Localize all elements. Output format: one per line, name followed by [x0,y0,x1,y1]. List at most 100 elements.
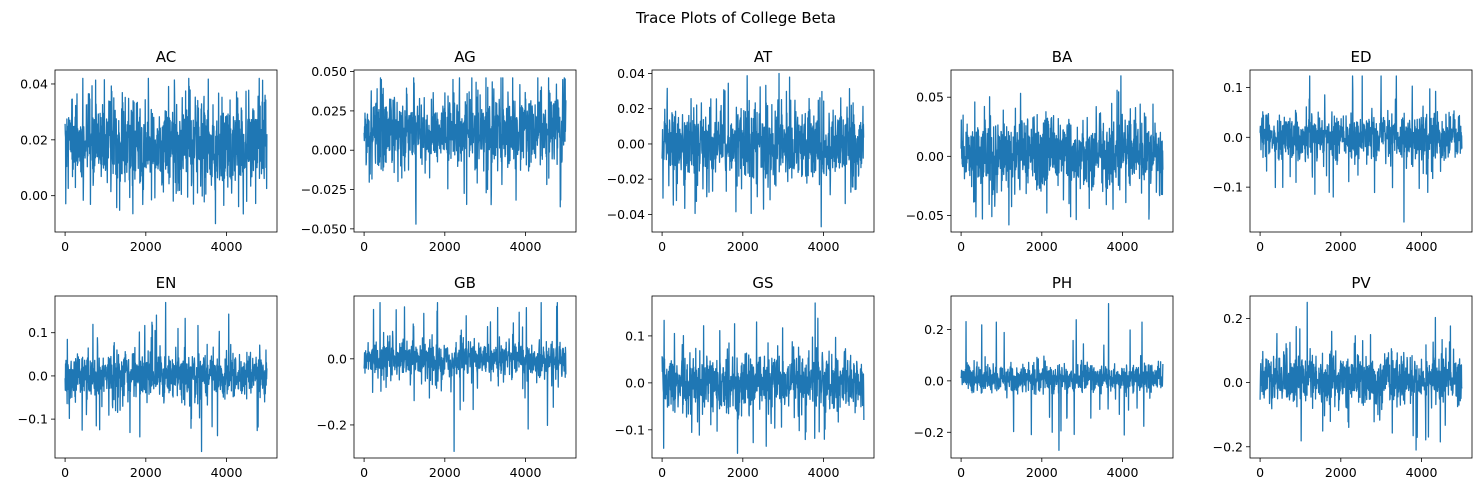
y-tick-label: −0.050 [301,221,347,236]
y-tick-label: −0.2 [1213,439,1243,454]
y-tick-label: 0.1 [1223,80,1243,95]
y-tick-label: 0.1 [625,328,645,343]
x-tick-label: 2000 [1325,465,1357,480]
y-tick-label: −0.02 [607,172,645,187]
x-tick-label: 0 [61,465,69,480]
x-tick-label: 2000 [1026,465,1058,480]
axes-frame [1249,295,1473,459]
trace-line [1259,75,1463,223]
y-tick-label: −0.2 [914,425,944,440]
subplot-title: GB [454,274,476,292]
subplot-title: ED [1350,48,1371,66]
y-tick-label: −0.05 [906,208,944,223]
subplot-en: EN 0 2000 4000 −0.1 0.0 0.1 [18,274,278,480]
x-tick-label: 0 [360,465,368,480]
trace-line [960,75,1164,226]
x-tick-label: 2000 [1325,239,1357,254]
x-tick-label: 4000 [211,465,243,480]
subplot-title: PH [1052,274,1072,292]
y-tick-label: 0.0 [327,351,347,366]
subplot-gs: GS 0 2000 4000 −0.1 0.0 0.1 [615,274,875,480]
subplot-title: EN [156,274,177,292]
figure-title: Trace Plots of College Beta [635,9,836,27]
x-tick-label: 0 [658,465,666,480]
y-tick-label: 0.0 [1223,375,1243,390]
y-tick-label: 0.02 [20,132,48,147]
y-tick-label: 0.0 [924,373,944,388]
y-tick-label: 0.00 [20,188,48,203]
axes-frame [54,69,278,233]
x-tick-label: 0 [1256,239,1264,254]
x-tick-label: 2000 [429,465,461,480]
y-tick-label: 0.2 [924,322,944,337]
x-tick-label: 0 [658,239,666,254]
x-tick-label: 4000 [808,239,840,254]
x-tick-label: 2000 [1026,239,1058,254]
x-tick-label: 0 [957,239,965,254]
trace-line [661,302,865,454]
x-tick-label: 4000 [510,465,542,480]
y-tick-label: 0.000 [311,143,347,158]
axes-frame [353,69,577,233]
axes-frame [54,295,278,459]
trace-line [64,301,268,453]
subplot-title: PV [1351,274,1371,292]
y-tick-label: −0.04 [607,207,645,222]
axes-frame [1249,69,1473,233]
x-tick-label: 2000 [727,239,759,254]
subplot-ph: PH 0 2000 4000 −0.2 0.0 0.2 [914,274,1174,480]
y-tick-label: 0.00 [916,149,944,164]
x-tick-label: 4000 [1406,239,1438,254]
y-tick-label: 0.025 [311,103,347,118]
subplot-title: GS [752,274,773,292]
x-tick-label: 0 [360,239,368,254]
y-tick-label: 0.00 [617,136,645,151]
x-tick-label: 4000 [1107,465,1139,480]
subplot-title: AG [454,48,476,66]
x-tick-label: 4000 [808,465,840,480]
x-tick-label: 0 [1256,465,1264,480]
x-tick-label: 0 [957,465,965,480]
trace-line [661,72,865,228]
axes-frame [353,295,577,459]
x-tick-label: 4000 [1107,239,1139,254]
x-tick-label: 0 [61,239,69,254]
subplot-title: AC [156,48,176,66]
y-tick-label: −0.2 [317,417,347,432]
subplot-ag: AG 0 2000 4000 −0.050 −0.025 0.000 0.025 0.050 [301,48,577,254]
subplot-title: BA [1052,48,1073,66]
trace-line [64,77,268,225]
y-tick-label: 0.2 [1223,311,1243,326]
trace-line [1259,301,1463,451]
axes-frame [651,69,875,233]
y-tick-label: 0.0 [1223,130,1243,145]
y-tick-label: 0.1 [28,325,48,340]
subplot-ba: BA 0 2000 4000 −0.05 0.00 0.05 [906,48,1174,254]
subplot-at: AT 0 2000 4000 −0.04 −0.02 0.00 0.02 0.04 [607,48,875,254]
trace-line [363,301,567,453]
y-tick-label: 0.05 [916,90,944,105]
trace-line [960,303,1164,451]
x-tick-label: 4000 [211,239,243,254]
x-tick-label: 2000 [130,239,162,254]
subplot-pv: PV 0 2000 4000 −0.2 0.0 0.2 [1213,274,1473,480]
x-tick-label: 4000 [1406,465,1438,480]
y-tick-label: 0.0 [625,375,645,390]
y-tick-label: 0.0 [28,368,48,383]
subplot-title: AT [754,48,773,66]
axes-frame [950,69,1174,233]
x-tick-label: 4000 [510,239,542,254]
y-tick-label: −0.025 [301,182,347,197]
x-tick-label: 2000 [130,465,162,480]
y-tick-label: 0.050 [311,64,347,79]
x-tick-label: 2000 [429,239,461,254]
axes-frame [950,295,1174,459]
x-tick-label: 2000 [727,465,759,480]
axes-frame [651,295,875,459]
y-tick-label: 0.04 [20,76,48,91]
trace-line [363,77,567,225]
y-tick-label: 0.02 [617,101,645,116]
y-tick-label: 0.04 [617,66,645,81]
